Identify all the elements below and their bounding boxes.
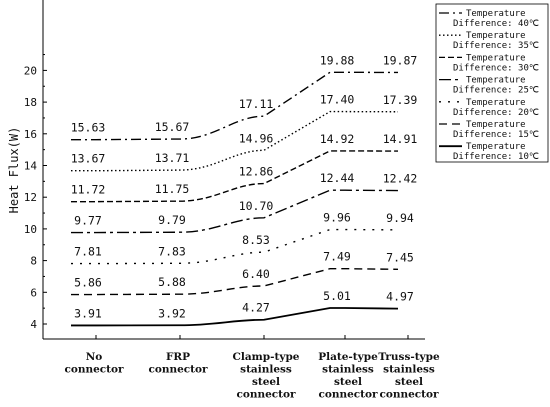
y-tick-label: 16: [24, 128, 37, 141]
data-label: 9.77: [74, 214, 102, 228]
x-category-label: stainless: [322, 364, 374, 376]
data-label: 11.72: [71, 183, 106, 197]
legend-label: Difference: 40℃: [453, 19, 539, 29]
data-label: 14.96: [239, 131, 274, 145]
data-label: 5.86: [74, 276, 102, 290]
data-label: 15.63: [71, 121, 106, 135]
x-category-label: Plate-type: [318, 351, 378, 363]
data-label: 19.88: [320, 53, 355, 67]
legend-box: [435, 3, 549, 163]
legend-label: Temperature: [466, 76, 526, 86]
x-category-label: steel: [395, 376, 423, 388]
x-category-label: No: [86, 351, 103, 363]
legend-label: Temperature: [466, 53, 526, 63]
legend-label: Temperature: [466, 120, 526, 130]
y-tick-label: 10: [24, 223, 37, 236]
data-label: 14.91: [383, 132, 418, 146]
category-labels: NoconnectorFRPconnectorClamp-typestainle…: [64, 351, 440, 401]
x-category-label: Truss-type: [378, 351, 440, 363]
data-label: 12.42: [383, 172, 418, 186]
y-tick-label: 6: [30, 286, 37, 299]
legend-label: Temperature: [466, 98, 526, 108]
data-label: 6.40: [242, 267, 270, 281]
series-line: [71, 307, 399, 327]
series-lines: [71, 71, 399, 327]
series-line: [71, 189, 399, 234]
data-label: 13.71: [155, 151, 190, 165]
legend-label: Difference: 25℃: [453, 86, 539, 96]
data-label: 3.92: [158, 306, 186, 320]
data-label: 9.94: [386, 211, 414, 225]
x-category-label: stainless: [240, 364, 292, 376]
x-category-label: connector: [236, 389, 296, 401]
legend-label: Difference: 30℃: [453, 63, 539, 73]
data-label: 10.70: [239, 199, 274, 213]
legend-label: Difference: 15℃: [453, 130, 539, 140]
x-category-label: stainless: [383, 364, 435, 376]
x-category-label: FRP: [166, 351, 190, 363]
data-label: 3.91: [74, 306, 102, 320]
y-axis-label: Heat Flux(W): [7, 127, 21, 214]
legend-label: Temperature: [466, 142, 526, 152]
x-category-label: connector: [64, 364, 124, 376]
data-label: 14.92: [320, 132, 355, 146]
data-label: 7.83: [158, 244, 186, 258]
y-tick-label: 14: [24, 160, 38, 173]
data-label: 12.44: [320, 171, 355, 185]
series-line: [71, 150, 399, 203]
data-label: 11.75: [155, 182, 190, 196]
data-label: 4.97: [386, 290, 414, 304]
data-label: 13.67: [71, 152, 106, 166]
data-label: 4.27: [242, 301, 270, 315]
series-line: [71, 110, 399, 172]
x-category-label: connector: [148, 364, 208, 376]
y-tick-label: 8: [30, 255, 37, 268]
data-label: 9.96: [323, 211, 351, 225]
x-category-label: steel: [252, 376, 280, 388]
data-label: 8.53: [242, 233, 270, 247]
data-label: 5.01: [323, 289, 351, 303]
data-label: 7.45: [386, 250, 414, 264]
axes: 4 6 8 10 12 14 16 18 20 Heat Flux(W): [7, 0, 425, 340]
legend-label: Temperature: [466, 9, 526, 19]
x-category-label: connector: [318, 389, 378, 401]
y-tick-label: 20: [24, 64, 37, 77]
x-category-label: connector: [379, 389, 439, 401]
legend-label: Difference: 20℃: [453, 108, 539, 118]
data-label: 5.88: [158, 275, 186, 289]
legend-label: Difference: 10℃: [453, 152, 539, 162]
legend-label: Temperature: [466, 31, 526, 41]
data-label: 17.11: [239, 97, 274, 111]
data-label: 15.67: [155, 120, 190, 134]
data-label: 9.79: [158, 213, 186, 227]
y-tick-label: 4: [30, 318, 37, 331]
x-category-label: Clamp-type: [233, 351, 300, 363]
data-label: 17.40: [320, 93, 355, 107]
legend-label: Difference: 35℃: [453, 41, 539, 51]
x-category-label: steel: [334, 376, 362, 388]
data-labels: 15.63 15.67 17.11 19.88 19.87 13.67 13.71 14.96…: [71, 53, 418, 320]
y-tick-label: 12: [24, 191, 37, 204]
y-tick-label: 18: [24, 96, 37, 109]
data-label: 19.87: [383, 53, 418, 67]
data-label: 7.49: [323, 250, 351, 264]
data-label: 17.39: [383, 93, 418, 107]
data-label: 12.86: [239, 165, 274, 179]
series-line: [71, 71, 399, 141]
series-line: [71, 228, 399, 265]
data-label: 7.81: [74, 245, 102, 259]
series-line: [71, 267, 399, 296]
